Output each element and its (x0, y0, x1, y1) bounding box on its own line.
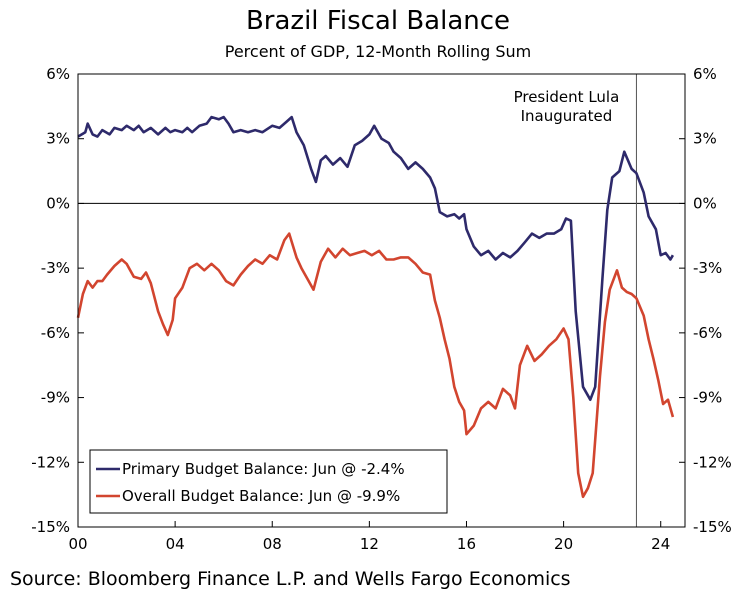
y-tick-label-right: 3% (693, 130, 717, 148)
reference-line-label: Inaugurated (521, 107, 613, 125)
y-tick-label-right: -9% (693, 389, 722, 407)
chart-title: Brazil Fiscal Balance (245, 6, 511, 36)
x-tick-label: 16 (457, 535, 476, 553)
plot-frame (77, 73, 686, 528)
y-tick-label-left: -12% (31, 453, 70, 471)
y-tick-label-right: -3% (693, 259, 722, 277)
x-tick-label: 20 (554, 535, 573, 553)
y-tick-label-right: -15% (693, 518, 732, 536)
chart-subtitle: Percent of GDP, 12-Month Rolling Sum (224, 42, 532, 61)
y-tick-label-left: 0% (46, 194, 70, 212)
y-tick-label-right: 6% (693, 65, 717, 83)
y-tick-label-left: -9% (41, 389, 70, 407)
source-note: Source: Bloomberg Finance L.P. and Wells… (10, 568, 571, 590)
legend-entry: Primary Budget Balance: Jun @ -2.4% (122, 460, 405, 478)
x-tick-label: 04 (166, 535, 185, 553)
reference-line-label: President Lula (514, 88, 620, 106)
y-tick-label-right: -6% (693, 324, 722, 342)
legend-box (89, 449, 448, 514)
y-tick-label-left: -15% (31, 518, 70, 536)
y-tick-label-right: -12% (693, 453, 732, 471)
y-tick-label-right: 0% (693, 194, 717, 212)
x-tick-label: 24 (651, 535, 670, 553)
y-tick-label-left: 6% (46, 65, 70, 83)
y-tick-label-left: -6% (41, 324, 70, 342)
y-tick-label-left: 3% (46, 130, 70, 148)
x-tick-label: 12 (360, 535, 379, 553)
primary-balance-series-line (77, 115, 675, 401)
legend-entry: Overall Budget Balance: Jun @ -9.9% (122, 487, 400, 505)
y-tick-label-left: -3% (41, 259, 70, 277)
x-tick-label: 08 (263, 535, 282, 553)
x-tick-label: 00 (68, 535, 87, 553)
overall-balance-series-line (76, 232, 675, 499)
